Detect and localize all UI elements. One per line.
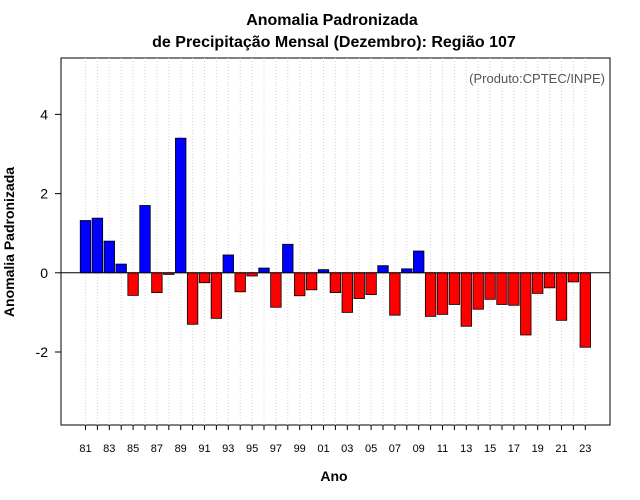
bar-2009 [413,250,425,274]
bar-1981 [79,220,92,274]
bar-2020 [543,272,556,289]
chart-subtitle: de Precipitação Mensal (Dezembro): Regiã… [152,34,516,51]
x-tick-label: 93 [222,443,234,455]
x-tick-label: 99 [294,443,306,455]
bar-1996 [258,267,270,274]
source-annotation: (Produto:CPTEC/INPE) [469,71,605,86]
bar-2002 [329,272,342,293]
bar-1982 [91,217,104,274]
bar-2007 [389,272,401,316]
grid-lines [85,58,586,425]
x-tick-label: 07 [389,443,401,455]
bar-2022 [567,272,580,283]
bar-2013 [460,272,472,327]
bar-1983 [103,240,115,274]
x-axis: 81 83 85 87 89 91 93 95 97 99 01 03 05 07 09 11 13 15 17 19… [79,425,591,455]
y-axis-label: Anomalia Padronizada [1,167,17,317]
x-tick-label: 05 [365,443,377,455]
bar-1997 [270,272,282,308]
x-tick-label: 09 [413,443,425,455]
x-tick-label: 97 [270,443,282,455]
bar-2004 [353,272,365,299]
bar-2021 [555,272,568,321]
bar-1987 [151,272,163,293]
x-tick-label: 15 [484,443,496,455]
bar-1994 [234,272,246,293]
bar-1986 [139,205,151,274]
bar-1993 [222,254,234,274]
x-axis-label: Ano [320,468,347,484]
bar-2014 [472,272,484,310]
chart-title: Anomalia Padronizada [246,12,418,29]
y-tick-label: 0 [40,265,48,281]
bar-2015 [484,272,496,300]
bar-1992 [210,272,223,319]
x-tick-label: 17 [508,443,520,455]
bar-2018 [520,272,532,336]
x-tick-label: 95 [246,443,258,455]
bar-2005 [365,272,377,295]
y-tick-label: 4 [40,106,48,122]
bar-1990 [186,272,199,325]
bar-2016 [496,272,508,305]
bar-1998 [282,243,294,274]
x-tick-label: 13 [460,443,472,455]
x-tick-label: 87 [151,443,163,455]
bar-2000 [305,272,318,291]
bar-1984 [115,263,127,274]
bar-1989 [175,137,187,274]
bar-1985 [127,272,139,296]
x-tick-label: 03 [341,443,353,455]
x-tick-label: 21 [555,443,567,455]
x-tick-label: 23 [579,443,591,455]
bar-2010 [424,272,437,317]
bar-2017 [508,272,520,306]
x-tick-label: 11 [437,443,448,455]
x-tick-label: 89 [175,443,187,455]
x-tick-label: 91 [198,443,210,455]
x-tick-label: 01 [317,443,329,455]
bar-2019 [532,272,544,294]
x-tick-label: 19 [532,443,544,455]
x-tick-label: 81 [79,443,91,455]
bar-2023 [579,272,591,348]
bar-2012 [448,272,461,305]
y-tick-label: -2 [36,344,49,360]
y-tick-label: 2 [40,186,48,202]
bar-2006 [377,265,389,274]
y-axis: -2 0 2 4 [36,106,61,360]
bar-1991 [198,272,211,284]
bar-2003 [341,272,353,313]
x-tick-label: 85 [127,443,139,455]
bar-1999 [294,272,306,297]
bar-2011 [436,272,449,315]
x-tick-label: 83 [103,443,115,455]
bar-2008 [401,268,413,274]
bars [79,137,591,348]
